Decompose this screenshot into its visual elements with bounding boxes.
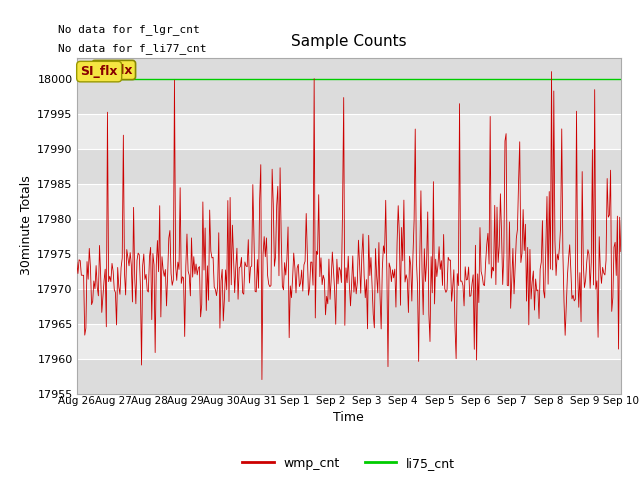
Text: No data for f_lgr_cnt: No data for f_lgr_cnt [58,24,199,35]
Bar [77,253,621,288]
Y-axis label: 30minute Totals: 30minute Totals [20,176,33,276]
X-axis label: Time: Time [333,410,364,423]
Bar [77,149,621,184]
Bar [77,58,621,79]
Bar [77,114,621,149]
Bar [77,184,621,218]
Bar [77,359,621,394]
Text: SI_flx: SI_flx [81,65,118,78]
Bar [77,324,621,359]
Title: Sample Counts: Sample Counts [291,35,406,49]
Legend: wmp_cnt, li75_cnt: wmp_cnt, li75_cnt [237,452,460,475]
Text: SI_flx: SI_flx [95,63,132,76]
Bar [77,79,621,114]
Bar [77,218,621,253]
Text: No data for f_li77_cnt: No data for f_li77_cnt [58,43,206,54]
Bar [77,288,621,324]
